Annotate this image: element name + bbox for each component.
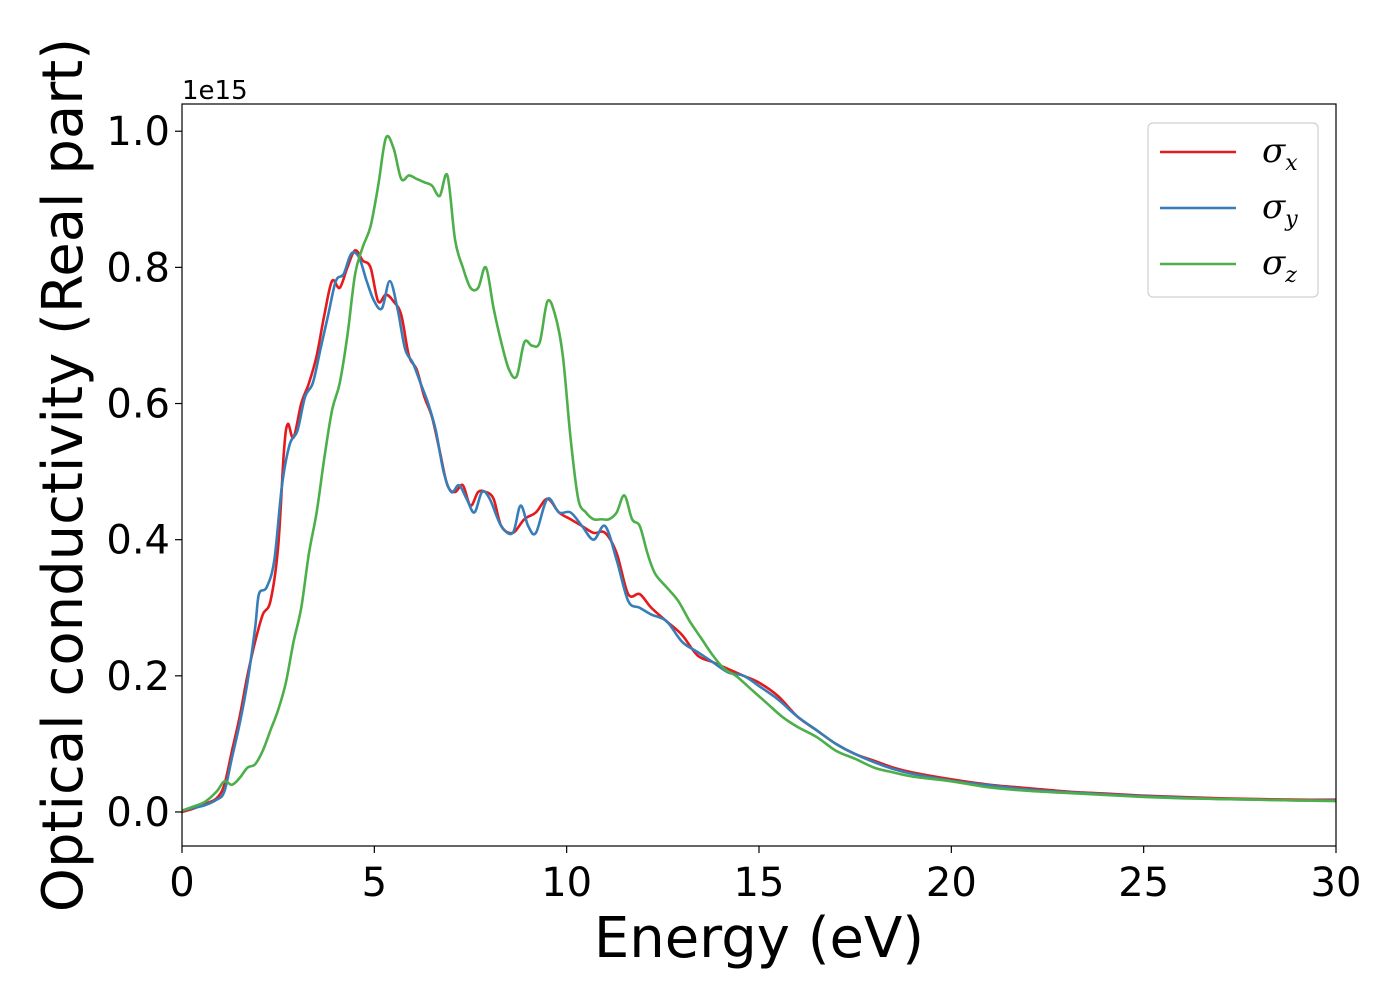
legend-label-x: σx [1262,131,1298,176]
x-axis-label: Energy (eV) [594,906,924,971]
series-line-x [182,249,1336,814]
x-axis: 0 5 10 15 20 25 30 [169,846,1361,906]
x-tick-label: 10 [541,860,592,906]
x-tick-label: 25 [1118,860,1169,906]
y-tick-label: 1.0 [106,109,170,155]
y-tick-label: 0.4 [106,518,170,564]
y-tick-label: 0.8 [106,245,170,291]
y-axis-label: Optical conductivity (Real part) [31,38,96,912]
x-tick-label: 20 [926,860,977,906]
legend-label-z: σz [1262,243,1297,288]
y-tick-label: 0.6 [106,382,170,428]
series-layer [182,134,1336,814]
series-line-y [182,251,1336,812]
y-axis: 0.0 0.2 0.4 0.6 0.8 1.0 [106,109,182,836]
x-tick-label: 15 [734,860,785,906]
series-line-z [182,134,1336,812]
y-tick-label: 0.2 [106,654,170,700]
x-tick-label: 0 [169,860,194,906]
y-offset-label: 1e15 [182,76,248,106]
legend-frame [1147,122,1319,298]
y-tick-label: 0.0 [106,790,170,836]
x-tick-label: 30 [1311,860,1362,906]
legend-label-y: σy [1262,187,1298,232]
x-tick-label: 5 [362,860,387,906]
legend: σx σy σz [1147,122,1319,298]
